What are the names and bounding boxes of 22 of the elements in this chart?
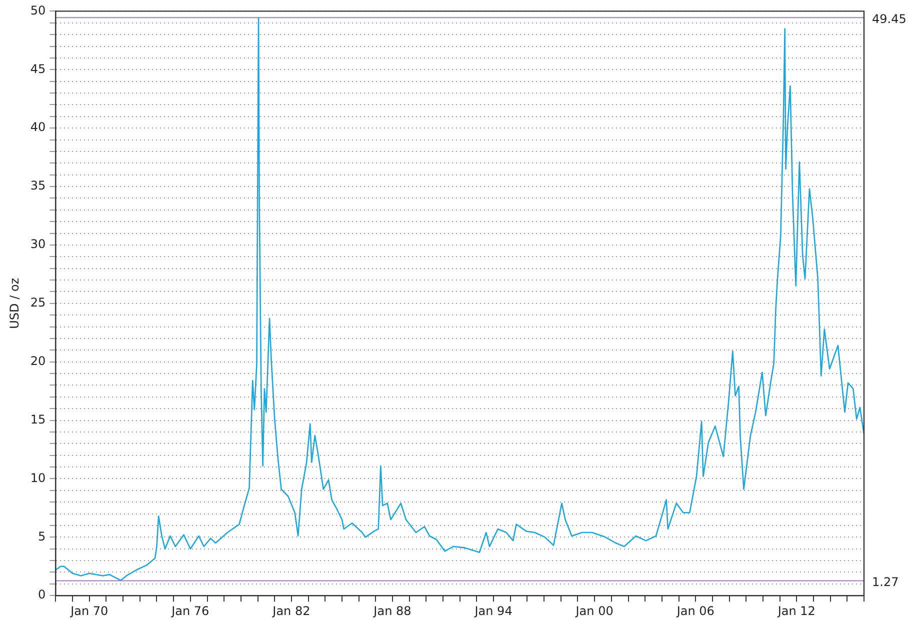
y-tick-label: 10 [30, 470, 46, 485]
y-tick-label: 15 [30, 412, 46, 426]
y-tick-label: 25 [30, 296, 46, 310]
x-tick-label: Jan 94 [474, 604, 512, 618]
x-tick-label: Jan 00 [574, 604, 614, 618]
y-tick-label: 35 [30, 178, 46, 193]
y-tick-label: 0 [38, 588, 46, 602]
x-tick-label: Jan 06 [676, 604, 714, 618]
x-tick-label: Jan 88 [372, 604, 412, 618]
y-tick-label: 40 [30, 120, 46, 134]
y-tick-label: 45 [30, 62, 46, 76]
y-tick-label: 30 [30, 237, 46, 252]
ref-line-label: 49.45 [872, 12, 906, 26]
y-axis-title: USD / oz [7, 278, 22, 329]
ref-line-label: 1.27 [872, 574, 899, 589]
x-tick-label: Jan 76 [170, 604, 210, 618]
x-tick-label: Jan 12 [776, 604, 816, 618]
x-tick-label: Jan 82 [272, 604, 310, 618]
y-tick-label: 5 [38, 529, 46, 544]
y-tick-label: 20 [30, 354, 46, 368]
x-tick-label: Jan 70 [70, 604, 108, 618]
y-tick-label: 50 [30, 3, 46, 18]
